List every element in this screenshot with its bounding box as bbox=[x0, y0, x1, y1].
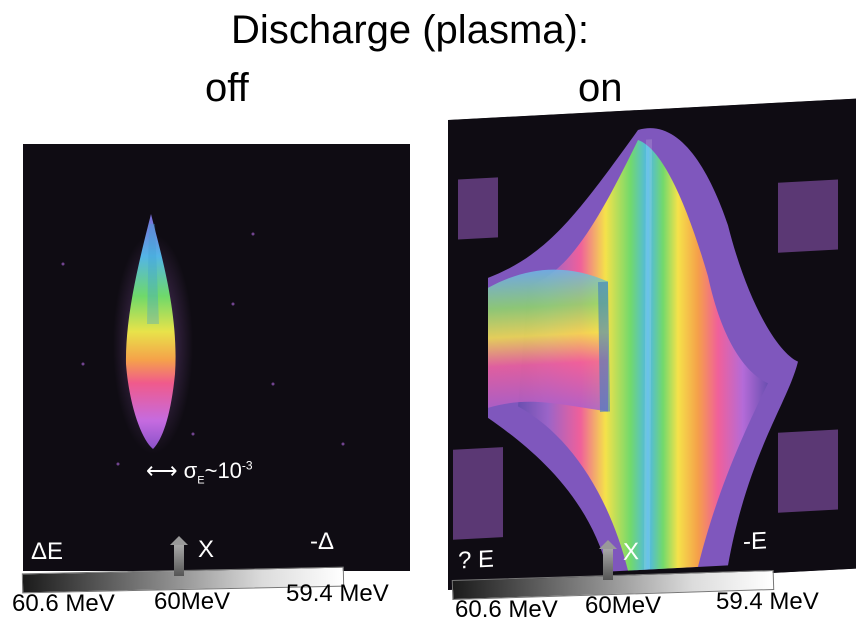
state-on-label: on bbox=[578, 66, 623, 110]
state-off-label: off bbox=[205, 66, 249, 110]
sigma-value: ~10 bbox=[204, 458, 242, 483]
sigma-exponent: -3 bbox=[241, 458, 253, 473]
off-energy-right: 59.4 MeV bbox=[286, 580, 389, 607]
off-axis-left-label: ΔE bbox=[31, 538, 64, 565]
off-center-marker bbox=[170, 536, 188, 576]
on-axis-left-label: ? E bbox=[458, 545, 495, 575]
figure-title: Discharge (plasma): bbox=[231, 8, 589, 52]
sigma-symbol: σ bbox=[183, 458, 198, 483]
off-axis-center-label: X bbox=[198, 536, 215, 563]
off-beam-spot bbox=[61, 214, 345, 466]
on-center-marker bbox=[599, 540, 617, 580]
sigma-subscript: E bbox=[197, 474, 205, 487]
double-arrow-icon: ⟷ bbox=[146, 458, 178, 483]
off-energy-center: 60MeV bbox=[154, 588, 231, 615]
off-energy-left: 60.6 MeV bbox=[12, 590, 115, 617]
on-beam-profile bbox=[448, 98, 856, 590]
on-beam-image: ? E X -E bbox=[448, 98, 856, 591]
on-axis-right-label: -E bbox=[743, 527, 767, 556]
on-energy-right: 59.4 MeV bbox=[716, 588, 819, 615]
on-energy-center: 60MeV bbox=[585, 592, 662, 619]
on-energy-left: 60.6 MeV bbox=[455, 596, 558, 623]
off-axis-right-label: -Δ bbox=[310, 528, 335, 555]
energy-spread-annotation: ⟷ σE~10-3 bbox=[146, 458, 253, 486]
on-axis-center-label: X bbox=[623, 537, 640, 566]
off-beam-image: ⟷ σE~10-3 ΔE X -Δ bbox=[23, 144, 410, 571]
